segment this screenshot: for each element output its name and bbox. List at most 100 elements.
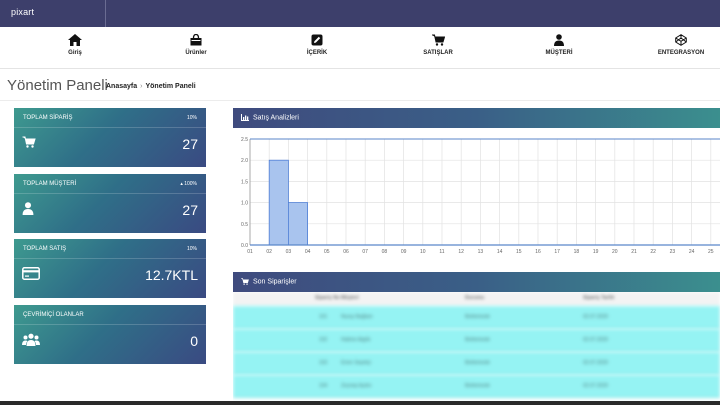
x-tick-label: 03 bbox=[286, 249, 292, 255]
y-tick-label: 0.5 bbox=[241, 222, 248, 228]
x-tick-label: 21 bbox=[631, 249, 637, 255]
orders-table: Sipariş No Müşteri Durumu Sipariş Tarihi… bbox=[233, 292, 720, 404]
x-tick-label: 01 bbox=[247, 249, 253, 255]
nav-label-integration: ENTEGRASYON bbox=[657, 50, 705, 56]
header-divider bbox=[0, 100, 720, 101]
y-tick-label: 0.0 bbox=[241, 243, 248, 249]
stat-card-total-orders: TOPLAM SİPARİŞ 10% 27 bbox=[14, 108, 206, 167]
order-date: 02.07.2020 bbox=[583, 360, 609, 366]
x-tick-label: 08 bbox=[382, 249, 388, 255]
card-percent: 10% bbox=[186, 246, 197, 252]
y-tick-label: 2.5 bbox=[241, 137, 248, 143]
breadcrumb: Anasayfa › Yönetim Paneli bbox=[106, 83, 196, 90]
x-tick-label: 05 bbox=[324, 249, 330, 255]
x-tick-label: 12 bbox=[458, 249, 464, 255]
user-icon bbox=[554, 34, 564, 46]
table-row[interactable]: 101 Nuray Bağlam Beklemede 02.07.2020 bbox=[233, 306, 720, 329]
nav-label-sales: SATIŞLAR bbox=[423, 50, 453, 56]
x-tick-label: 09 bbox=[401, 249, 407, 255]
stat-card-total-sales: TOPLAM SATIŞ 10% 12.7KTL bbox=[14, 239, 206, 298]
x-tick-label: 06 bbox=[343, 249, 349, 255]
x-tick-label: 18 bbox=[574, 249, 580, 255]
order-status: Beklemede bbox=[465, 360, 491, 366]
order-status: Beklemede bbox=[465, 383, 491, 389]
recent-orders-panel: Son Siparişler Sipariş No Müşteri Durumu… bbox=[233, 272, 720, 405]
x-tick-label: 04 bbox=[305, 249, 311, 255]
chart-bar bbox=[268, 159, 289, 246]
order-status: Beklemede bbox=[465, 314, 491, 320]
y-tick-label: 1.5 bbox=[241, 179, 248, 185]
card-value: 0 bbox=[190, 333, 198, 349]
x-tick-label: 15 bbox=[516, 249, 522, 255]
nav-item-home[interactable]: Giriş bbox=[45, 27, 105, 69]
table-row[interactable]: 102 Halime Atgök Beklemede 02.07.2020 bbox=[233, 329, 720, 352]
column-header: Müşteri bbox=[341, 295, 359, 301]
x-tick-label: 22 bbox=[650, 249, 656, 255]
card-title: TOPLAM MÜŞTERİ bbox=[23, 181, 77, 187]
page-title: Yönetim Paneli bbox=[7, 77, 108, 94]
column-header: Sipariş Tarihi bbox=[583, 295, 615, 301]
card-header: TOPLAM SİPARİŞ 10% bbox=[14, 108, 206, 128]
nav-item-sales[interactable]: SATIŞLAR bbox=[408, 27, 468, 69]
x-tick-label: 07 bbox=[362, 249, 368, 255]
card-header: ÇEVRİMİÇİ OLANLAR bbox=[14, 305, 206, 325]
order-date: 02.07.2020 bbox=[583, 383, 609, 389]
nav-label-home: Giriş bbox=[68, 50, 82, 56]
nav-label-content: İÇERİK bbox=[306, 50, 328, 56]
column-header: Durumu bbox=[465, 295, 485, 301]
x-tick-label: 10 bbox=[420, 249, 426, 255]
x-tick-label: 19 bbox=[593, 249, 599, 255]
order-customer: Halime Atgök bbox=[341, 337, 371, 343]
order-customer: Zeynep Aydın bbox=[341, 383, 372, 389]
x-tick-label: 02 bbox=[266, 249, 272, 255]
card-value: 27 bbox=[182, 136, 198, 152]
sales-analysis-panel: Satış Analizleri 0.0 0.5 1.0 1.5 2.0 2.5 01 02 0… bbox=[233, 108, 720, 263]
panel-header: Satış Analizleri bbox=[233, 108, 720, 128]
x-tick-label: 14 bbox=[497, 249, 503, 255]
breadcrumb-home[interactable]: Anasayfa bbox=[106, 83, 138, 90]
nav-item-content[interactable]: İÇERİK bbox=[287, 27, 347, 69]
y-tick-label: 2.0 bbox=[241, 158, 248, 164]
order-date: 02.07.2020 bbox=[583, 314, 609, 320]
card-percent: 10% bbox=[186, 115, 197, 121]
top-bar: pixart bbox=[0, 0, 720, 27]
x-tick-label: 20 bbox=[612, 249, 618, 255]
bar-chart-icon bbox=[241, 114, 249, 121]
card-title: ÇEVRİMİÇİ OLANLAR bbox=[23, 312, 84, 318]
sales-chart: 0.0 0.5 1.0 1.5 2.0 2.5 01 02 03 04 05 06 07 08 09 10 11… bbox=[241, 137, 720, 255]
x-tick-label: 13 bbox=[478, 249, 484, 255]
card-title: TOPLAM SİPARİŞ bbox=[23, 115, 73, 121]
order-customer: Nuray Bağlam bbox=[341, 314, 373, 320]
x-tick-label: 17 bbox=[554, 249, 560, 255]
table-header: Sipariş No Müşteri Durumu Sipariş Tarihi bbox=[233, 292, 720, 306]
table-row[interactable]: 103 Emre Sepetçi Beklemede 02.07.2020 bbox=[233, 352, 720, 375]
table-row[interactable]: 104 Zeynep Aydın Beklemede 02.07.2020 bbox=[233, 375, 720, 398]
chart-bar bbox=[288, 202, 309, 246]
cart-icon bbox=[431, 34, 445, 46]
bag-icon bbox=[190, 34, 202, 46]
order-status: Beklemede bbox=[465, 337, 491, 343]
panel-title: Satış Analizleri bbox=[253, 114, 299, 122]
order-id: 101 bbox=[319, 314, 328, 320]
x-tick-label: 11 bbox=[439, 249, 444, 255]
card-title: TOPLAM SATIŞ bbox=[23, 246, 67, 252]
nav-item-customers[interactable]: MÜŞTERİ bbox=[529, 27, 589, 69]
app-logo[interactable]: pixart bbox=[0, 0, 106, 27]
cart-icon bbox=[22, 136, 36, 148]
order-id: 104 bbox=[319, 383, 328, 389]
nav-item-integration[interactable]: ENTEGRASYON bbox=[650, 27, 712, 69]
credit-card-icon bbox=[22, 267, 40, 280]
breadcrumb-current: Yönetim Paneli bbox=[145, 83, 196, 90]
home-icon bbox=[68, 34, 82, 46]
bottom-bar bbox=[0, 401, 720, 405]
order-id: 103 bbox=[319, 360, 328, 366]
x-tick-label: 23 bbox=[670, 249, 676, 255]
card-value: 12.7KTL bbox=[145, 267, 198, 283]
nav-item-products[interactable]: Ürünler bbox=[166, 27, 226, 69]
order-id: 102 bbox=[319, 337, 328, 343]
stat-card-total-customers: TOPLAM MÜŞTERİ ▴ 100% 27 bbox=[14, 174, 206, 233]
card-header: TOPLAM SATIŞ 10% bbox=[14, 239, 206, 259]
panel-header: Son Siparişler bbox=[233, 272, 720, 292]
users-icon bbox=[22, 333, 40, 346]
breadcrumb-separator: › bbox=[140, 83, 143, 90]
